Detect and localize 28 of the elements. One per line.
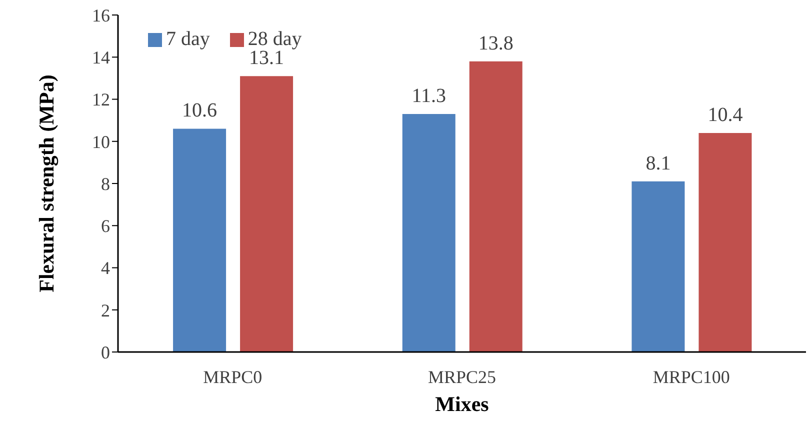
bar [173, 128, 226, 352]
data-label: 10.4 [708, 104, 743, 126]
bar [632, 181, 685, 352]
bar [698, 132, 752, 352]
data-label: 13.1 [249, 47, 284, 70]
bar [469, 61, 522, 352]
legend-label: 7 day [166, 28, 210, 50]
x-tick-label: MRPC0 [203, 366, 262, 387]
data-label: 11.3 [412, 84, 446, 107]
bar [402, 114, 456, 352]
y-axis-title: Flexural strength (MPa) [34, 74, 58, 292]
legend-label: 28 day [248, 28, 302, 50]
y-tick-label: 0 [101, 342, 110, 362]
y-tick-label: 10 [92, 132, 110, 152]
y-tick-label: 14 [92, 48, 110, 68]
x-axis-title: Mixes [435, 392, 489, 416]
y-tick-label: 6 [101, 216, 110, 236]
y-tick-label: 4 [101, 258, 110, 278]
x-tick-label: MRPC100 [652, 366, 730, 387]
x-tick-label: MRPC25 [428, 366, 496, 387]
bar [240, 76, 294, 352]
data-label: 10.6 [182, 100, 218, 122]
y-tick-label: 12 [92, 90, 110, 110]
y-tick-label: 2 [101, 300, 110, 320]
data-label: 13.8 [478, 32, 514, 54]
data-label: 8.1 [646, 152, 671, 174]
y-tick-label: 16 [92, 5, 110, 26]
y-tick-label: 8 [101, 174, 110, 194]
